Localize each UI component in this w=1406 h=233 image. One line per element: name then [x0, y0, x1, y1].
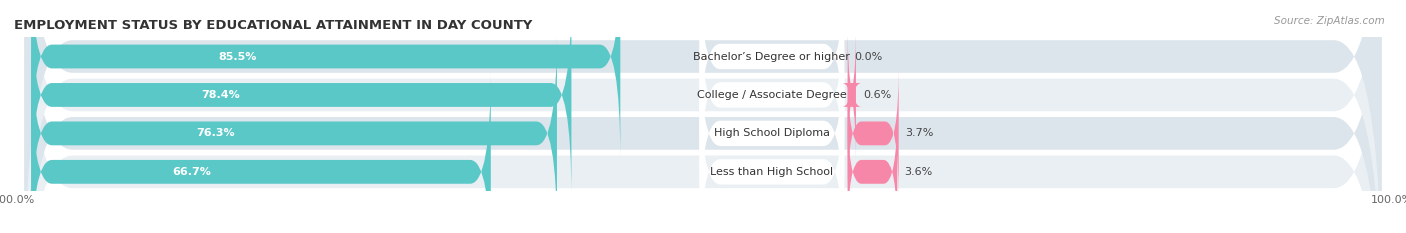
FancyBboxPatch shape [842, 30, 862, 160]
Text: 0.6%: 0.6% [863, 90, 891, 100]
FancyBboxPatch shape [24, 0, 1382, 233]
FancyBboxPatch shape [24, 0, 1382, 233]
FancyBboxPatch shape [848, 69, 898, 198]
Text: 85.5%: 85.5% [218, 51, 257, 62]
FancyBboxPatch shape [24, 0, 1382, 233]
FancyBboxPatch shape [31, 0, 571, 198]
Text: Less than High School: Less than High School [710, 167, 834, 177]
FancyBboxPatch shape [700, 0, 844, 159]
FancyBboxPatch shape [31, 69, 491, 233]
Text: 3.7%: 3.7% [905, 128, 934, 138]
FancyBboxPatch shape [31, 30, 557, 233]
FancyBboxPatch shape [31, 0, 620, 160]
Text: High School Diploma: High School Diploma [714, 128, 830, 138]
FancyBboxPatch shape [700, 31, 844, 233]
FancyBboxPatch shape [848, 107, 897, 233]
Text: 76.3%: 76.3% [195, 128, 235, 138]
Text: EMPLOYMENT STATUS BY EDUCATIONAL ATTAINMENT IN DAY COUNTY: EMPLOYMENT STATUS BY EDUCATIONAL ATTAINM… [14, 19, 533, 32]
Text: College / Associate Degree: College / Associate Degree [697, 90, 846, 100]
FancyBboxPatch shape [700, 69, 844, 233]
FancyBboxPatch shape [24, 0, 1382, 233]
FancyBboxPatch shape [700, 0, 844, 198]
Text: Source: ZipAtlas.com: Source: ZipAtlas.com [1274, 16, 1385, 26]
Text: 66.7%: 66.7% [173, 167, 211, 177]
Text: 3.6%: 3.6% [904, 167, 932, 177]
Text: 78.4%: 78.4% [201, 90, 239, 100]
Text: Bachelor’s Degree or higher: Bachelor’s Degree or higher [693, 51, 851, 62]
Text: 0.0%: 0.0% [855, 51, 883, 62]
